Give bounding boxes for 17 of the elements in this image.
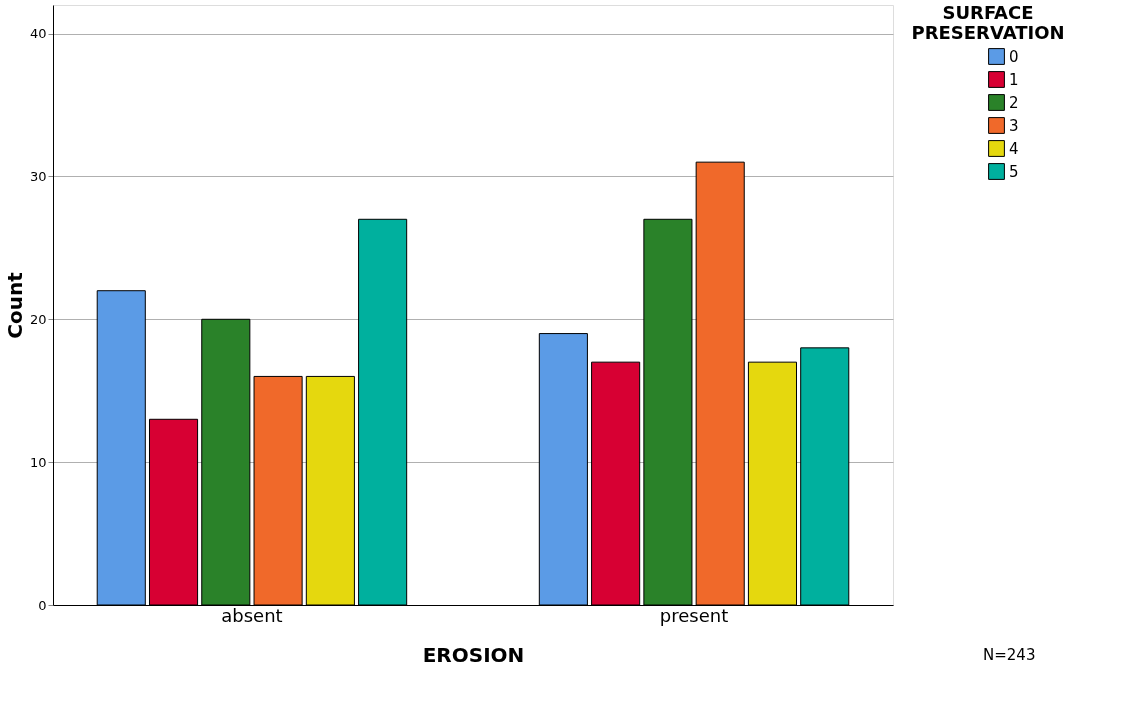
legend-label: 2 <box>1009 93 1019 112</box>
y-axis-title: Count <box>2 271 27 339</box>
x-tick-label: absent <box>221 604 283 626</box>
x-axis-title: EROSION <box>422 642 525 667</box>
legend-label: 0 <box>1009 47 1019 66</box>
text: N=243 <box>983 646 1036 664</box>
legend-label: 3 <box>1009 116 1019 135</box>
y-tick-label: 30 <box>29 168 47 184</box>
y-tick-label: 10 <box>29 454 47 470</box>
legend-label: 5 <box>1009 162 1019 181</box>
legend-title: SURFACE PRESERVATION <box>911 2 1065 43</box>
y-tick-label: 0 <box>38 597 47 613</box>
legend-label: 1 <box>1009 70 1019 89</box>
x-tick-label: present <box>659 604 729 626</box>
legend-label: 4 <box>1009 139 1019 158</box>
y-tick-label: 20 <box>29 311 47 327</box>
y-tick-label: 40 <box>29 26 47 42</box>
